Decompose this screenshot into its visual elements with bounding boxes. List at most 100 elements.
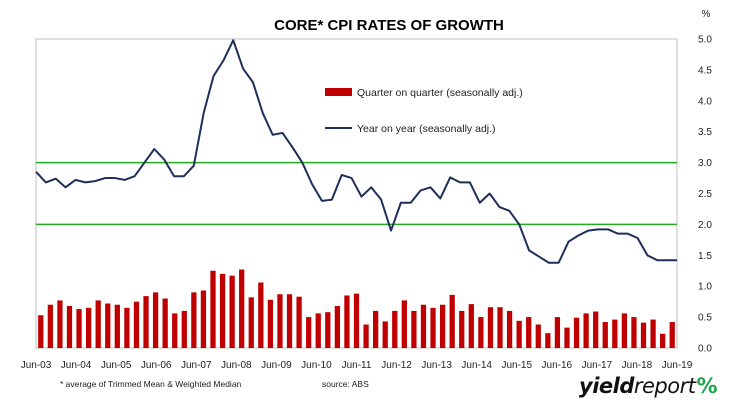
bar — [353, 293, 360, 348]
bar — [105, 303, 111, 348]
line-series — [35, 39, 677, 264]
bar — [487, 307, 494, 348]
bar — [373, 310, 379, 348]
bar — [38, 315, 44, 348]
x-tick-label: Jun-13 — [421, 360, 452, 371]
y-tick-label: 1.0 — [698, 282, 712, 293]
bar — [258, 282, 264, 348]
bar — [210, 270, 216, 348]
bar — [602, 322, 608, 348]
reference-lines — [36, 161, 677, 226]
x-tick-label: Jun-10 — [301, 360, 332, 371]
bar — [191, 292, 197, 348]
y-tick-label: 1.5 — [698, 251, 712, 262]
y-tick-label: 0.5 — [698, 313, 712, 324]
y-tick-label: 5.0 — [698, 35, 712, 46]
bar — [640, 322, 647, 348]
bar — [229, 275, 235, 348]
bar — [325, 312, 331, 348]
y-tick-label: 4.0 — [698, 96, 712, 107]
bar — [219, 273, 226, 348]
bar — [57, 300, 63, 348]
bar — [420, 304, 427, 348]
bar — [277, 294, 283, 348]
bar — [114, 304, 120, 348]
bar — [430, 307, 436, 348]
brand-report-text: report — [633, 374, 696, 398]
bar — [526, 317, 532, 348]
x-axis: Jun-03 Jun-04 Jun-05 Jun-06 Jun-07 Jun-08 Jun-… — [21, 360, 693, 371]
bar — [95, 300, 101, 348]
x-tick-label: Jun-11 — [342, 360, 372, 371]
x-tick-label: Jun-05 — [101, 360, 132, 371]
bar — [459, 310, 465, 348]
bar — [306, 317, 312, 348]
source-note: source: ABS — [322, 379, 369, 389]
bar — [239, 269, 245, 348]
bar — [669, 322, 675, 348]
x-tick-label: Jun-16 — [542, 360, 573, 371]
brand-yield-text: yield — [579, 374, 634, 398]
bar — [296, 296, 302, 348]
bar — [411, 310, 417, 348]
legend: Quarter on quarter (seasonally adj.) Yea… — [325, 87, 523, 135]
bar — [478, 317, 484, 348]
bar-series — [38, 269, 675, 348]
bar — [516, 320, 522, 348]
series-line — [35, 39, 677, 264]
bar — [439, 304, 446, 348]
bar — [334, 305, 340, 348]
bar — [76, 309, 82, 348]
bar — [497, 307, 503, 348]
bar — [363, 324, 369, 348]
x-tick-label: Jun-14 — [461, 360, 492, 371]
x-tick-label: Jun-07 — [181, 360, 212, 371]
x-tick-label: Jun-12 — [381, 360, 412, 371]
bar — [133, 301, 140, 348]
x-tick-label: Jun-08 — [221, 360, 252, 371]
bar — [286, 294, 293, 348]
y-axis-unit: % — [702, 9, 711, 20]
bar — [162, 298, 168, 348]
chart-title: CORE* CPI RATES OF GROWTH — [274, 17, 504, 34]
brand-percent-icon: % — [696, 374, 718, 398]
bar — [573, 317, 580, 348]
legend-swatch-bars — [325, 88, 352, 96]
x-tick-label: Jun-04 — [61, 360, 92, 371]
y-tick-label: 3.5 — [698, 127, 712, 138]
y-tick-label: 2.5 — [698, 189, 712, 200]
x-tick-label: Jun-17 — [582, 360, 613, 371]
bar — [401, 300, 407, 348]
bar — [564, 327, 570, 348]
bar — [181, 310, 187, 348]
bar — [468, 304, 474, 348]
bar — [152, 292, 159, 348]
bar — [248, 297, 254, 348]
bar — [621, 313, 628, 348]
bar — [612, 319, 618, 348]
x-tick-label: Jun-09 — [261, 360, 292, 371]
bar — [449, 294, 455, 348]
bar — [535, 324, 541, 348]
bar — [593, 311, 599, 348]
bar — [583, 313, 589, 348]
bar — [392, 310, 398, 348]
y-tick-label: 4.5 — [698, 65, 712, 76]
bar — [267, 299, 274, 348]
x-tick-label: Jun-15 — [501, 360, 532, 371]
bar — [47, 304, 53, 348]
bar — [124, 307, 130, 348]
legend-label-bars: Quarter on quarter (seasonally adj.) — [357, 87, 523, 99]
bar — [554, 317, 561, 348]
x-tick-label: Jun-06 — [141, 360, 172, 371]
y-tick-label: 0.0 — [698, 344, 712, 355]
bar — [66, 305, 73, 348]
bar — [650, 319, 656, 348]
bar — [172, 313, 178, 348]
bar — [631, 317, 637, 348]
bar — [506, 310, 513, 348]
y-tick-label: 2.0 — [698, 220, 712, 231]
y-tick-label: 3.0 — [698, 158, 712, 169]
x-tick-label: Jun-19 — [662, 360, 693, 371]
